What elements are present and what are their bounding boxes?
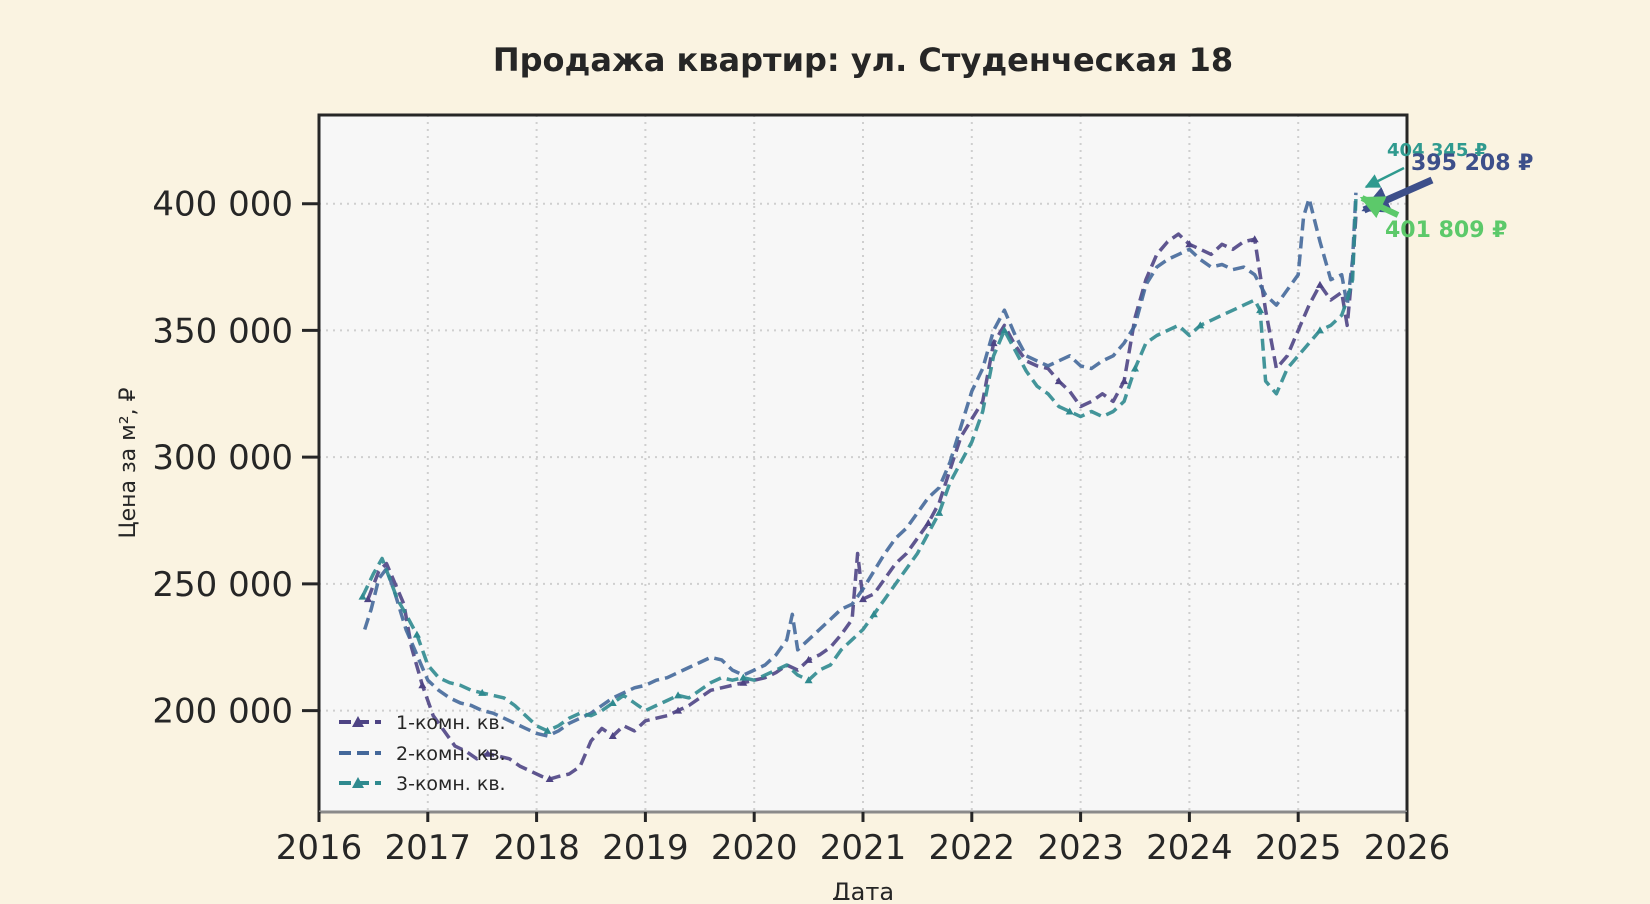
series-1-point [608, 731, 617, 739]
annotations: 404 345 ₽ 395 208 ₽ 401 809 ₽ [1359, 140, 1533, 243]
annotation-arrow-3 [1359, 195, 1400, 219]
annotation-arrow-2 [1364, 166, 1405, 189]
legend: 1-комн. кв. 2-комн. кв. 3-комн. кв. [339, 712, 506, 795]
x-tick-label: 2020 [711, 828, 798, 868]
chart-title: Продажа квартир: ул. Студенческая 18 [493, 41, 1233, 79]
series-1-point [1315, 280, 1324, 288]
x-tick-label: 2021 [820, 828, 907, 868]
series-1-point [859, 595, 867, 603]
series-3-point [412, 630, 421, 638]
x-axis-label: Дата [832, 878, 894, 900]
legend-item-3: 3-комн. кв. [339, 773, 506, 795]
series-3-point [543, 726, 552, 734]
series-1-point [804, 655, 813, 663]
series-1-point [739, 678, 748, 686]
series-3-point [478, 688, 487, 696]
series-3-point [804, 676, 813, 684]
plot-area [319, 115, 1407, 812]
series-3-point [1065, 407, 1074, 415]
y-axis-ticks: 200 000 250 000 300 000 350 000 400 000 [152, 185, 319, 732]
series-1-point [1054, 377, 1063, 385]
y-tick-label: 200 000 [152, 692, 293, 732]
series-3-point [1131, 364, 1139, 372]
series-1-point [1120, 377, 1129, 385]
x-tick-label: 2023 [1037, 828, 1124, 868]
series-line-1 [366, 215, 1358, 781]
series-1-point [483, 749, 492, 757]
legend-label-1: 1-комн. кв. [396, 712, 506, 734]
x-tick-label: 2025 [1255, 828, 1342, 868]
x-axis-ticks: 2016 2017 2018 2019 2020 2021 2022 2023 2024 2025… [276, 812, 1451, 868]
series-1-point [545, 775, 554, 783]
y-tick-label: 300 000 [152, 438, 293, 478]
annotation-label-3: 401 809 ₽ [1385, 218, 1507, 243]
series-3-point [739, 673, 748, 681]
series-3-point [1315, 326, 1324, 334]
series-1-point [1185, 240, 1194, 248]
legend-marker-1 [352, 716, 364, 727]
series-1-point [1250, 235, 1259, 243]
y-tick-label: 350 000 [152, 311, 293, 351]
x-tick-label: 2017 [385, 828, 472, 868]
legend-item-1: 1-комн. кв. [339, 712, 506, 734]
series-3-point [358, 592, 367, 600]
legend-label-2: 2-комн. кв. [396, 743, 506, 765]
x-tick-label: 2018 [493, 828, 580, 868]
annotation-label-2: 404 345 ₽ [1387, 140, 1487, 161]
annotation-label-1: 395 208 ₽ [1411, 151, 1533, 176]
series-line-2 [363, 192, 1358, 738]
x-tick-label: 2026 [1364, 828, 1451, 868]
series-1-point [674, 706, 683, 714]
x-tick-label: 2022 [929, 828, 1016, 868]
series-3-point [674, 691, 683, 699]
series-group [358, 192, 1358, 783]
x-tick-label: 2024 [1146, 828, 1233, 868]
legend-label-3: 3-комн. кв. [396, 773, 506, 795]
y-tick-label: 400 000 [152, 185, 293, 225]
series-3-point [1000, 326, 1009, 334]
x-tick-label: 2019 [602, 828, 689, 868]
y-tick-label: 250 000 [152, 565, 293, 605]
series-3-point [608, 699, 617, 707]
x-tick-label: 2016 [276, 828, 363, 868]
legend-marker-3 [352, 777, 364, 788]
series-3-point [935, 508, 944, 516]
series-line-3 [360, 199, 1358, 733]
series-3-point [1256, 306, 1265, 314]
y-axis-label: Цена за м², ₽ [116, 387, 141, 538]
series-1-point [418, 681, 427, 689]
legend-item-2: 2-комн. кв. [339, 743, 506, 765]
series-1-point [989, 339, 998, 347]
series-3-point [869, 610, 878, 618]
series-1-point [924, 519, 933, 527]
series-1-point [363, 595, 372, 603]
series-3-point [1196, 321, 1205, 329]
